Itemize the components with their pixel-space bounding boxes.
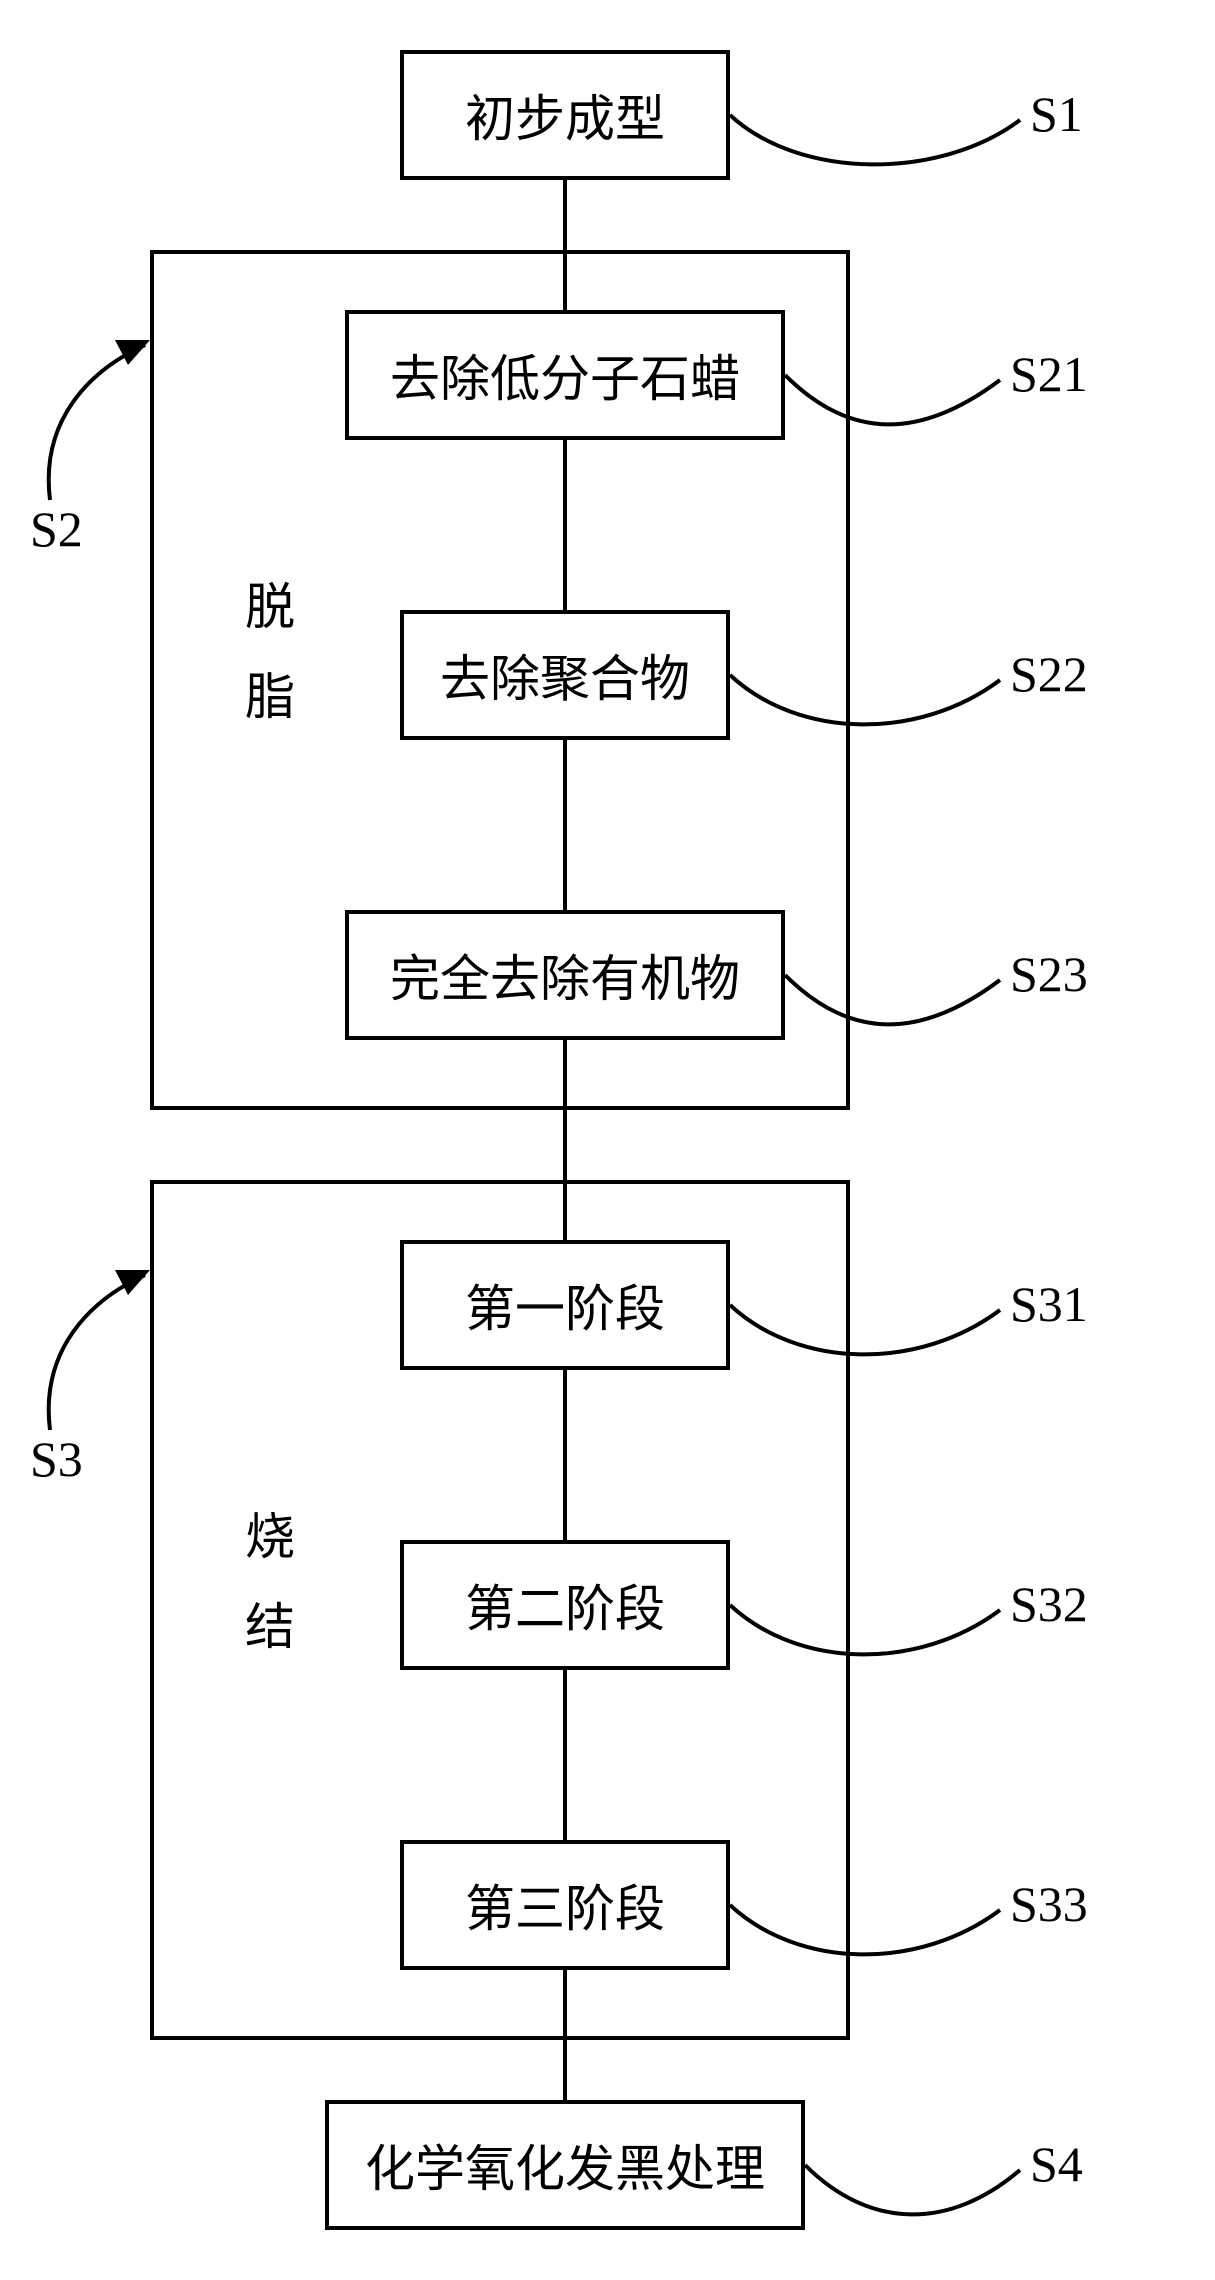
- node-s33: 第三阶段: [400, 1840, 730, 1970]
- lead-s2: [49, 345, 145, 500]
- node-s1: 初步成型: [400, 50, 730, 180]
- node-s31: 第一阶段: [400, 1240, 730, 1370]
- node-s4: 化学氧化发黑处理: [325, 2100, 805, 2230]
- node-s32: 第二阶段: [400, 1540, 730, 1670]
- tag-s31: S31: [1010, 1275, 1088, 1333]
- lead-s1: [730, 115, 1020, 164]
- tag-s2: S2: [30, 500, 83, 558]
- node-s21: 去除低分子石蜡: [345, 310, 785, 440]
- tag-s33: S33: [1010, 1875, 1088, 1933]
- group-s3-label: 烧结: [230, 1510, 302, 1690]
- flowchart-canvas: 脱脂 烧结 初步成型 去除低分子石蜡 去除聚合物 完全去除有机物 第一阶段 第二…: [0, 0, 1215, 2280]
- tag-s22: S22: [1010, 645, 1088, 703]
- tag-s32: S32: [1010, 1575, 1088, 1633]
- lead-s3: [49, 1275, 145, 1430]
- tag-s4: S4: [1030, 2135, 1083, 2193]
- node-s23: 完全去除有机物: [345, 910, 785, 1040]
- tag-s1: S1: [1030, 85, 1083, 143]
- arrow-s3: [115, 1270, 150, 1295]
- group-s2-label: 脱脂: [230, 580, 302, 760]
- node-s22: 去除聚合物: [400, 610, 730, 740]
- lead-s4: [805, 2165, 1020, 2214]
- tag-s23: S23: [1010, 945, 1088, 1003]
- arrow-s2: [115, 340, 150, 365]
- tag-s21: S21: [1010, 345, 1088, 403]
- tag-s3: S3: [30, 1430, 83, 1488]
